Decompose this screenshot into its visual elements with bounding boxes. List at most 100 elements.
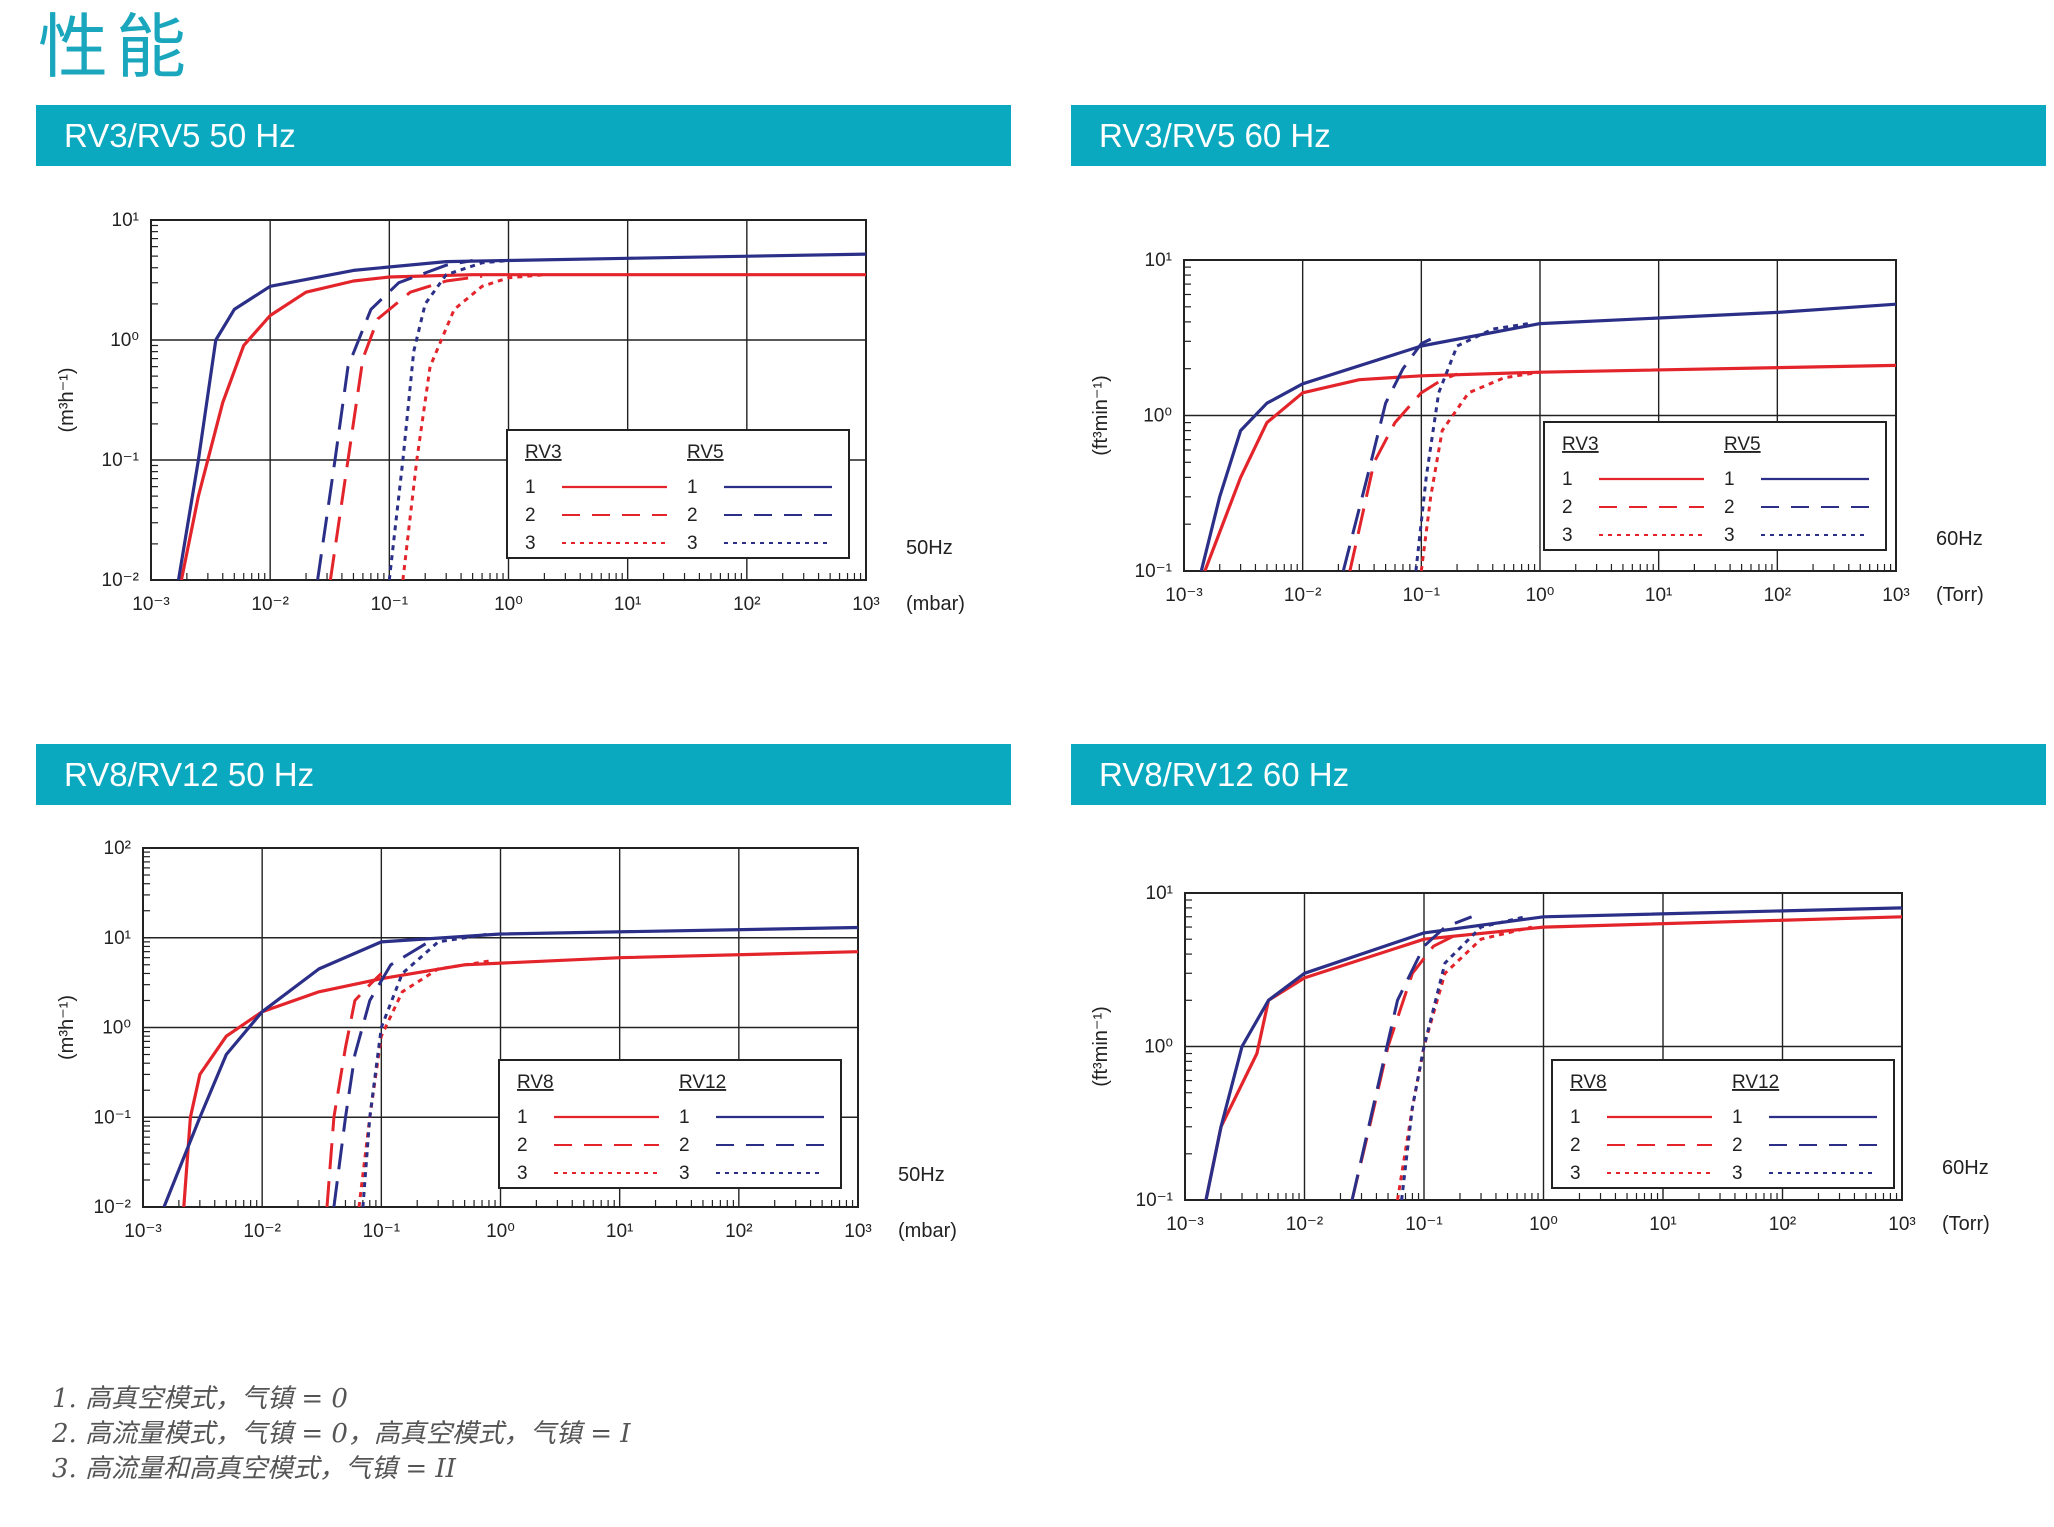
legend-label: 3 [1570,1163,1581,1184]
legend-label: 3 [525,533,536,554]
legend-box [506,429,850,559]
x-tick-label: 10⁻² [243,1221,281,1242]
y-axis-label: (m³h⁻¹) [56,995,78,1060]
x-tick-label: 10² [1769,1214,1796,1235]
legend-header-right: RV12 [1732,1072,1779,1093]
series-rv5-curve-2 [316,259,473,580]
series-rv3-curve-2 [328,274,483,580]
x-tick-label: 10⁻¹ [1403,585,1441,606]
legend-box [498,1059,842,1189]
y-axis-label: (m³h⁻¹) [56,368,78,433]
x-tick-label: 10⁻² [1286,1214,1324,1235]
x-tick-label: 10⁻² [1284,585,1322,606]
x-axis-label: (Torr) [1936,584,1984,606]
x-tick-label: 10³ [1888,1214,1915,1235]
y-tick-label: 10⁻¹ [102,450,140,471]
frequency-label: 60Hz [1942,1157,1989,1179]
legend-label: 2 [1562,497,1573,518]
x-tick-label: 10³ [1882,585,1909,606]
y-tick-label: 10⁰ [1143,406,1172,427]
x-tick-label: 10⁰ [1529,1214,1558,1235]
legend: RV8 RV12 1 1 2 2 3 3 [498,1059,842,1189]
legend-label: 3 [517,1163,528,1184]
legend-header-left: RV3 [525,442,562,463]
y-axis-label: (ft³min⁻¹) [1090,1006,1112,1087]
frequency-label: 50Hz [906,537,953,559]
x-tick-label: 10⁰ [486,1221,515,1242]
y-tick-label: 10¹ [104,928,131,949]
page-title: 性能 [38,6,194,88]
legend-header-left: RV8 [517,1072,554,1093]
legend-label: 3 [1562,525,1573,546]
series-rv3-curve-1 [179,273,866,580]
legend-label: 2 [687,505,698,526]
y-tick-label: 10⁻¹ [1135,561,1173,582]
legend-header-right: RV5 [687,442,724,463]
legend-label: 1 [525,477,536,498]
legend: RV3 RV5 1 1 2 2 3 3 [1543,421,1887,551]
x-tick-label: 10³ [852,594,879,615]
series-rv5-curve-2 [1341,337,1432,571]
x-tick-label: 10² [733,594,760,615]
series-rv8-curve-1 [182,950,858,1207]
series-rv3-curve-2 [1348,372,1458,571]
series-rv3-curve-3 [1419,370,1541,571]
legend-label: 2 [1724,497,1735,518]
x-axis-label: (mbar) [906,593,965,615]
footnote-3: 3. 高流量和高真空模式，气镇 = II [52,1454,456,1484]
chart-header-rv8-rv12-60hz: RV8/RV12 60 Hz [1071,744,2046,805]
x-tick-label: 10¹ [1645,585,1672,606]
legend-label: 2 [525,505,536,526]
series-rv5-curve-1 [176,252,866,580]
legend-label: 1 [687,477,698,498]
x-tick-label: 10⁻² [251,594,289,615]
y-tick-label: 10⁻¹ [94,1107,132,1128]
y-tick-label: 10² [104,838,131,859]
series-rv8-curve-2 [325,972,383,1207]
plot-frame [1184,892,1903,1201]
x-tick-label: 10⁻³ [124,1221,162,1242]
series-rv8-curve-1 [1204,915,1902,1200]
footnotes: 1. 高真空模式，气镇 = 0 2. 高流量模式，气镇 = 0，高真空模式，气镇… [52,1382,631,1487]
legend-header-right: RV5 [1724,434,1761,455]
chart-2: 10⁻³ 10⁻² 10⁻¹ 10⁰ 10¹ 10² 10³ 10⁻¹ 10⁰ 10¹ (Torr)… [1090,250,1984,606]
chart-header-rv3-rv5-60hz: RV3/RV5 60 Hz [1071,105,2046,166]
legend-label: 1 [1570,1107,1581,1128]
series-rv5-curve-1 [1199,302,1896,571]
series-rv12-curve-1 [1204,906,1902,1200]
legend-label: 3 [1724,525,1735,546]
y-tick-label: 10¹ [1145,250,1172,271]
legend-label: 2 [679,1135,690,1156]
x-tick-label: 10⁻¹ [363,1221,401,1242]
series-rv12-curve-2 [1350,915,1473,1200]
legend-label: 1 [517,1107,528,1128]
legend-header-left: RV8 [1570,1072,1607,1093]
legend-box [1543,421,1887,551]
legend-header-right: RV12 [679,1072,726,1093]
series-rv5-curve-3 [1414,322,1529,571]
legend-label: 3 [1732,1163,1743,1184]
frequency-label: 60Hz [1936,528,1983,550]
x-tick-label: 10⁻³ [132,594,170,615]
y-tick-label: 10⁰ [1144,1037,1173,1058]
chart-4: 10⁻³ 10⁻² 10⁻¹ 10⁰ 10¹ 10² 10³ 10⁻¹ 10⁰ 10¹ (Torr)… [1090,883,1990,1235]
chart-1: 10⁻³ 10⁻² 10⁻¹ 10⁰ 10¹ 10² 10³ 10⁻² 10⁻¹ 10⁰ 10¹ (m… [56,210,965,615]
legend-label: 1 [679,1107,690,1128]
series-rv12-curve-3 [361,932,490,1207]
series-rv3-curve-1 [1203,363,1896,571]
plot-frame [142,847,859,1208]
x-tick-label: 10⁰ [1526,585,1555,606]
legend-label: 2 [1732,1135,1743,1156]
y-tick-label: 10⁻² [94,1197,132,1218]
legend-label: 1 [1732,1107,1743,1128]
y-tick-label: 10⁻² [102,570,140,591]
legend-label: 1 [1562,469,1573,490]
x-tick-label: 10⁻¹ [1405,1214,1443,1235]
series-rv12-curve-3 [1400,915,1526,1200]
plot-frame [1183,259,1897,572]
series-rv12-curve-1 [162,925,858,1207]
chart-header-rv8-rv12-50hz: RV8/RV12 50 Hz [36,744,1011,805]
x-axis-label: (mbar) [898,1220,957,1242]
frequency-label: 50Hz [898,1164,945,1186]
